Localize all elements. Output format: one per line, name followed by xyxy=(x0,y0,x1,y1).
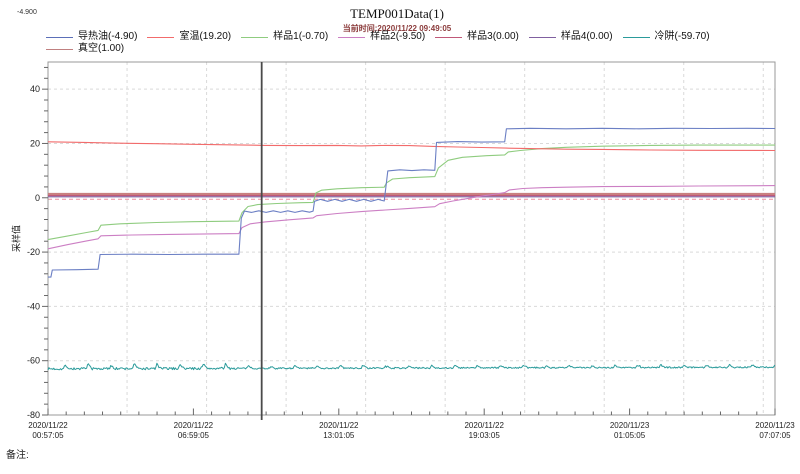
legend-line-swatch xyxy=(528,36,556,38)
series-line xyxy=(47,185,776,250)
series-line xyxy=(47,141,776,152)
chart-header: TEMP001Data(1) 当前时间:2020/11/22 09:49:05 xyxy=(247,6,547,34)
legend: 导热油(-4.90) 室温(19.20) 样品1(-0.70) 样品2(-9.50) 样… xyxy=(46,31,796,55)
legend-item: 冷阱(-59.70) xyxy=(622,31,710,43)
legend-label: 样品4(0.00) xyxy=(560,31,613,42)
y-tick-label: 40 xyxy=(30,84,40,94)
x-tick-date: 2020/11/22 xyxy=(464,421,504,430)
x-tick-time: 19:03:05 xyxy=(469,431,501,440)
legend-item: 样品1(-0.70) xyxy=(241,31,328,43)
legend-label: 冷阱(-59.70) xyxy=(654,31,710,42)
legend-label: 室温(19.20) xyxy=(179,31,232,42)
legend-row: 真空(1.00) xyxy=(46,43,796,55)
legend-line-swatch xyxy=(241,36,269,38)
legend-item: 导热油(-4.90) xyxy=(46,31,137,43)
y-tick-label: -20 xyxy=(27,247,40,257)
legend-line-swatch xyxy=(147,36,175,38)
legend-label: 样品1(-0.70) xyxy=(273,31,329,42)
legend-label: 导热油(-4.90) xyxy=(78,31,138,42)
chart-title: TEMP001Data(1) xyxy=(350,6,444,21)
legend-label: 样品3(0.00) xyxy=(467,31,519,42)
legend-line-swatch xyxy=(46,36,73,38)
y-tick-label: 0 xyxy=(35,193,40,203)
remark-label: 备注: xyxy=(6,450,29,461)
cursor-value-readout: -4.900 xyxy=(17,9,37,16)
plot-frame xyxy=(47,61,776,416)
y-tick-label: -40 xyxy=(27,301,40,311)
x-tick-date: 2020/11/23 xyxy=(610,421,650,430)
x-tick-date: 2020/11/22 xyxy=(174,421,214,430)
legend-label: 真空(1.00) xyxy=(78,43,125,54)
legend-row: 导热油(-4.90) 室温(19.20) 样品1(-0.70) 样品2(-9.50) 样… xyxy=(46,31,796,43)
series-line-noise xyxy=(47,362,776,371)
x-tick-time: 01:05:05 xyxy=(614,431,646,440)
y-tick-label: -60 xyxy=(27,356,40,366)
x-tick-time: 07:07:05 xyxy=(759,431,791,440)
legend-item: 样品2(-9.50) xyxy=(338,31,425,43)
legend-item: 样品4(0.00) xyxy=(528,31,613,43)
series-line xyxy=(47,144,776,241)
legend-line-swatch xyxy=(622,36,650,38)
legend-line-swatch xyxy=(338,36,366,38)
x-tick-date: 2020/11/22 xyxy=(319,421,359,430)
legend-line-swatch xyxy=(46,48,73,50)
legend-item: 真空(1.00) xyxy=(46,43,124,55)
current-time-label: 当前时间:2020/11/22 09:49:05 xyxy=(342,24,452,33)
y-axis-title: 采样值 xyxy=(11,225,22,253)
y-tick-label: 20 xyxy=(30,138,40,148)
series-line xyxy=(48,127,776,278)
x-tick-time: 00:57:05 xyxy=(32,431,64,440)
x-tick-date: 2020/11/23 xyxy=(755,421,795,430)
x-tick-time: 06:59:05 xyxy=(178,431,210,440)
legend-line-swatch xyxy=(435,36,463,38)
legend-item: 室温(19.20) xyxy=(147,31,231,43)
legend-label: 样品2(-9.50) xyxy=(370,31,426,42)
y-tick-label: -80 xyxy=(27,410,40,420)
legend-item: 样品3(0.00) xyxy=(435,31,519,43)
x-tick-time: 13:01:05 xyxy=(323,431,355,440)
x-tick-date: 2020/11/22 xyxy=(28,421,68,430)
